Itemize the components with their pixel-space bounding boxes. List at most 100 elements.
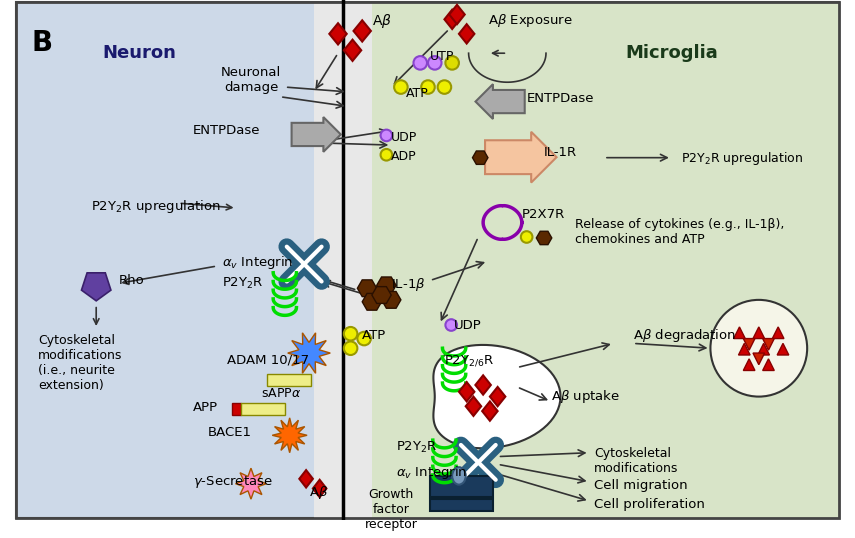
Polygon shape bbox=[459, 382, 475, 401]
Text: Cell migration: Cell migration bbox=[594, 479, 688, 492]
Text: $\alpha_v$ Integrin: $\alpha_v$ Integrin bbox=[222, 254, 293, 271]
Polygon shape bbox=[473, 151, 488, 165]
FancyBboxPatch shape bbox=[343, 2, 839, 519]
Polygon shape bbox=[433, 345, 561, 448]
FancyBboxPatch shape bbox=[292, 117, 341, 152]
Text: Growth
factor
receptor: Growth factor receptor bbox=[365, 489, 417, 532]
Polygon shape bbox=[272, 418, 307, 452]
Polygon shape bbox=[475, 376, 491, 395]
Text: ATP: ATP bbox=[363, 329, 386, 342]
Text: ADAM 10/17: ADAM 10/17 bbox=[227, 353, 309, 366]
FancyBboxPatch shape bbox=[16, 2, 839, 519]
Text: Release of cytokines (e.g., IL-1β),
chemokines and ATP: Release of cytokines (e.g., IL-1β), chem… bbox=[575, 218, 784, 246]
Circle shape bbox=[428, 56, 441, 69]
Text: UDP: UDP bbox=[392, 131, 417, 144]
Text: A$\beta$ degradation: A$\beta$ degradation bbox=[633, 327, 736, 344]
Text: A$\beta$ Exposure: A$\beta$ Exposure bbox=[488, 12, 573, 29]
Polygon shape bbox=[299, 470, 313, 487]
Polygon shape bbox=[482, 401, 498, 421]
Polygon shape bbox=[777, 343, 789, 355]
Text: A$\beta$: A$\beta$ bbox=[372, 12, 392, 30]
Text: IL-1R: IL-1R bbox=[544, 146, 577, 159]
Text: Neuronal
damage: Neuronal damage bbox=[221, 66, 281, 94]
Polygon shape bbox=[734, 327, 746, 338]
Text: APP: APP bbox=[193, 401, 218, 414]
Polygon shape bbox=[363, 293, 381, 310]
Polygon shape bbox=[344, 40, 362, 61]
Text: P2X7R: P2X7R bbox=[522, 208, 565, 221]
Text: Neuron: Neuron bbox=[103, 44, 177, 61]
FancyBboxPatch shape bbox=[268, 374, 311, 386]
Polygon shape bbox=[372, 287, 392, 303]
Circle shape bbox=[380, 149, 392, 160]
Text: BACE1: BACE1 bbox=[208, 426, 251, 438]
Circle shape bbox=[438, 80, 451, 94]
Polygon shape bbox=[490, 387, 505, 406]
Text: P2Y$_2$R upregulation: P2Y$_2$R upregulation bbox=[681, 150, 804, 167]
Text: A$\beta$: A$\beta$ bbox=[309, 484, 328, 501]
Polygon shape bbox=[313, 480, 327, 497]
Polygon shape bbox=[381, 292, 401, 308]
FancyBboxPatch shape bbox=[314, 2, 372, 519]
Text: P2Y$_2$R upregulation: P2Y$_2$R upregulation bbox=[91, 199, 221, 215]
Polygon shape bbox=[763, 338, 775, 350]
Polygon shape bbox=[288, 333, 330, 373]
Polygon shape bbox=[739, 343, 750, 355]
Text: IL-1$\beta$: IL-1$\beta$ bbox=[392, 275, 426, 293]
Ellipse shape bbox=[452, 467, 466, 485]
Polygon shape bbox=[743, 338, 755, 350]
Text: Cytoskeletal
modifications
(i.e., neurite
extension): Cytoskeletal modifications (i.e., neurit… bbox=[38, 334, 122, 392]
Text: Microglia: Microglia bbox=[625, 44, 718, 61]
FancyBboxPatch shape bbox=[430, 476, 492, 497]
Text: $\gamma$-Secretase: $\gamma$-Secretase bbox=[193, 474, 273, 490]
Text: ENTPDase: ENTPDase bbox=[193, 124, 261, 137]
Text: P2Y$_{2/6}$R: P2Y$_{2/6}$R bbox=[445, 353, 495, 368]
Text: Cytoskeletal
modifications: Cytoskeletal modifications bbox=[594, 447, 679, 475]
Text: ADP: ADP bbox=[392, 150, 417, 163]
Text: P2Y$_2$R: P2Y$_2$R bbox=[396, 440, 438, 455]
Polygon shape bbox=[743, 359, 755, 371]
Text: sAPP$\alpha$: sAPP$\alpha$ bbox=[261, 387, 301, 400]
Text: Rho: Rho bbox=[119, 274, 144, 287]
Circle shape bbox=[357, 332, 371, 345]
Polygon shape bbox=[235, 468, 267, 499]
FancyBboxPatch shape bbox=[232, 404, 241, 415]
Polygon shape bbox=[81, 273, 111, 301]
Polygon shape bbox=[772, 327, 784, 338]
Polygon shape bbox=[329, 23, 347, 45]
Polygon shape bbox=[763, 359, 775, 371]
Polygon shape bbox=[459, 24, 475, 44]
Polygon shape bbox=[758, 343, 770, 355]
Polygon shape bbox=[466, 397, 481, 416]
Text: Cell proliferation: Cell proliferation bbox=[594, 498, 705, 511]
Circle shape bbox=[521, 231, 533, 243]
Text: UTP: UTP bbox=[430, 50, 454, 63]
Text: P2Y$_2$R: P2Y$_2$R bbox=[222, 275, 263, 291]
Text: $\alpha_v$ Integrin: $\alpha_v$ Integrin bbox=[396, 464, 468, 482]
Polygon shape bbox=[449, 5, 465, 24]
Polygon shape bbox=[353, 20, 371, 41]
FancyBboxPatch shape bbox=[241, 404, 285, 415]
Polygon shape bbox=[357, 280, 377, 296]
Text: ENTPDase: ENTPDase bbox=[527, 92, 594, 105]
Polygon shape bbox=[377, 277, 396, 294]
Polygon shape bbox=[536, 231, 551, 245]
Circle shape bbox=[422, 80, 434, 94]
Circle shape bbox=[445, 319, 457, 331]
Circle shape bbox=[394, 80, 408, 94]
Text: B: B bbox=[32, 29, 52, 57]
Text: A$\beta$ uptake: A$\beta$ uptake bbox=[551, 388, 620, 405]
FancyBboxPatch shape bbox=[475, 84, 525, 119]
Polygon shape bbox=[753, 327, 764, 338]
Circle shape bbox=[344, 327, 357, 341]
Circle shape bbox=[445, 56, 459, 69]
Circle shape bbox=[380, 130, 392, 141]
FancyBboxPatch shape bbox=[430, 499, 492, 511]
Polygon shape bbox=[753, 353, 764, 365]
Circle shape bbox=[711, 300, 807, 397]
Circle shape bbox=[414, 56, 427, 69]
Text: ATP: ATP bbox=[406, 87, 428, 100]
Circle shape bbox=[344, 342, 357, 355]
FancyBboxPatch shape bbox=[485, 132, 557, 182]
Text: UDP: UDP bbox=[454, 319, 482, 332]
